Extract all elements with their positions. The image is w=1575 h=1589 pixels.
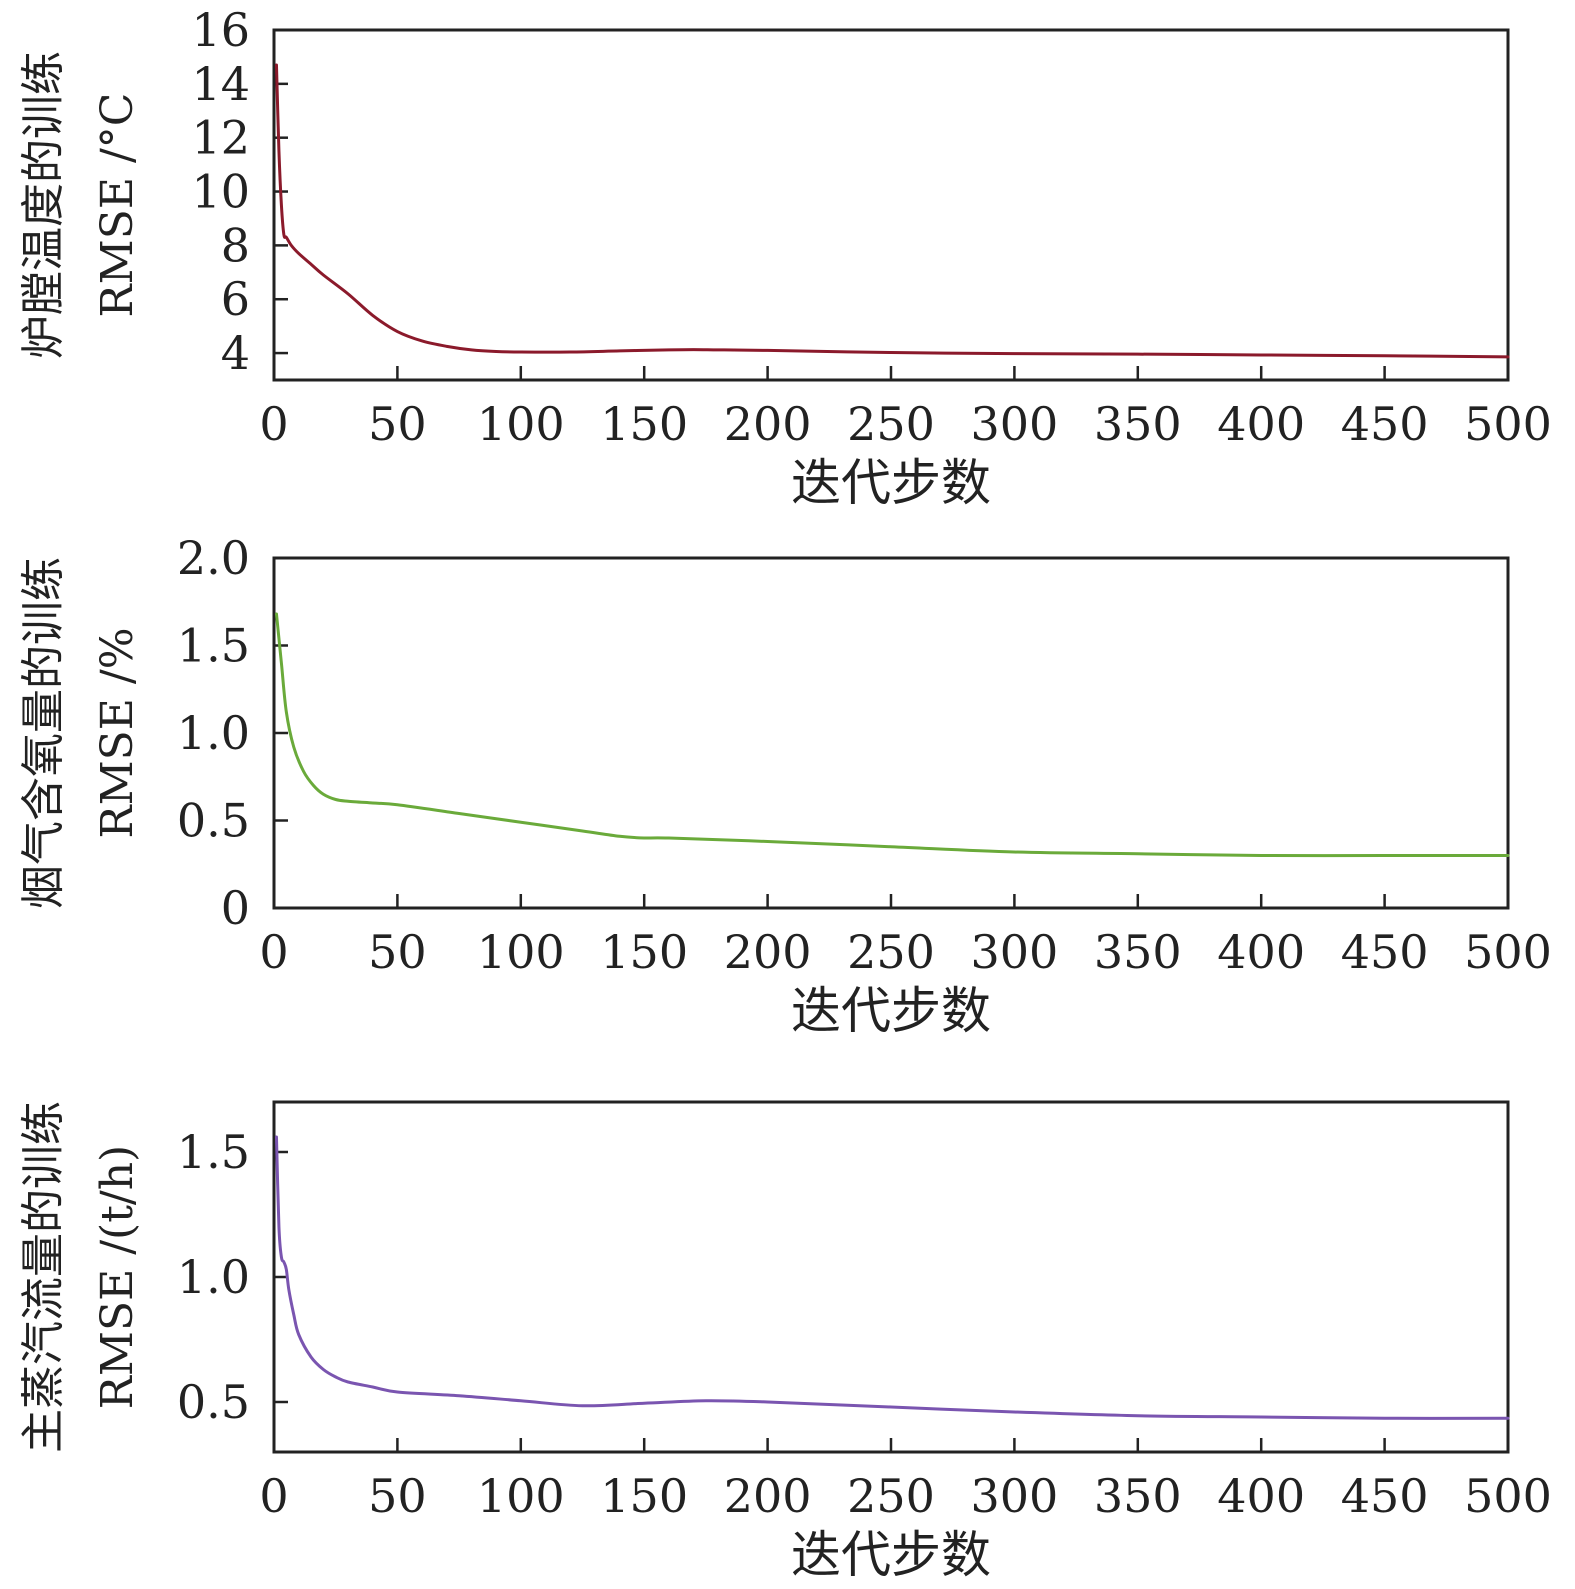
x-tick-label: 250 <box>847 1469 935 1523</box>
x-tick-label: 100 <box>477 925 565 979</box>
y-tick-label: 12 <box>191 111 250 165</box>
chart-3: 0 50 100 150 200 250 300 350 400 450 500 0.5 1.0 1.5 迭… <box>18 1100 1552 1584</box>
y-axis-label-line-2: RMSE /(t/h) <box>92 1145 143 1409</box>
x-tick-label: 450 <box>1341 397 1429 451</box>
y-tick-label: 1.0 <box>177 706 250 760</box>
x-tick-label: 200 <box>724 925 812 979</box>
x-tick-label: 300 <box>970 925 1058 979</box>
x-tick-label: 350 <box>1094 925 1182 979</box>
chart-1: 0 50 100 150 200 250 300 350 400 450 500 4681012141… <box>18 3 1552 512</box>
plot-frame <box>272 1100 1510 1454</box>
y-tick-label: 0.5 <box>177 1375 250 1429</box>
x-tick-label: 450 <box>1341 925 1429 979</box>
x-tick-label: 250 <box>847 925 935 979</box>
series-line <box>274 63 1510 359</box>
y-tick-label: 14 <box>191 57 250 111</box>
series-line <box>274 612 1510 858</box>
x-tick-label: 150 <box>600 925 688 979</box>
x-axis-label: 迭代步数 <box>791 454 991 512</box>
x-tick-label: 150 <box>600 1469 688 1523</box>
y-tick-label: 10 <box>191 165 250 219</box>
x-tick-label: 0 <box>259 925 288 979</box>
x-tick-label: 150 <box>600 397 688 451</box>
x-tick-label: 100 <box>477 1469 565 1523</box>
y-tick-label: 4 <box>221 326 250 380</box>
x-tick-label: 200 <box>724 1469 812 1523</box>
y-tick-label: 1.0 <box>177 1250 250 1304</box>
y-axis-label-line-2: RMSE /% <box>92 627 143 838</box>
x-tick-label: 400 <box>1217 925 1305 979</box>
y-tick-label: 0 <box>221 881 250 935</box>
y-tick-label: 1.5 <box>177 619 250 673</box>
y-tick-label: 0.5 <box>177 794 250 848</box>
plot-frame <box>272 28 1510 382</box>
x-tick-label: 300 <box>970 1469 1058 1523</box>
x-tick-label: 300 <box>970 397 1058 451</box>
x-axis-label: 迭代步数 <box>791 982 991 1040</box>
x-tick-label: 500 <box>1464 1469 1552 1523</box>
y-axis-label-line-1: 烟气含氧量的训练 <box>18 557 69 909</box>
y-tick-label: 2.0 <box>177 531 250 585</box>
x-tick-label: 400 <box>1217 397 1305 451</box>
x-tick-label: 250 <box>847 397 935 451</box>
x-tick-label: 350 <box>1094 1469 1182 1523</box>
x-tick-label: 50 <box>368 397 427 451</box>
x-tick-label: 200 <box>724 397 812 451</box>
x-tick-label: 500 <box>1464 925 1552 979</box>
y-axis-label-line-2: RMSE /°C <box>92 93 143 318</box>
x-tick-label: 0 <box>259 397 288 451</box>
y-tick-label: 8 <box>221 218 250 272</box>
x-axis-label: 迭代步数 <box>791 1526 991 1584</box>
x-tick-label: 350 <box>1094 397 1182 451</box>
y-tick-label: 16 <box>191 3 250 57</box>
x-tick-label: 500 <box>1464 397 1552 451</box>
x-tick-label: 400 <box>1217 1469 1305 1523</box>
y-axis-label-line-1: 炉膛温度的训练 <box>18 51 69 359</box>
series-line <box>274 1135 1510 1420</box>
x-tick-label: 100 <box>477 397 565 451</box>
x-tick-label: 0 <box>259 1469 288 1523</box>
x-tick-label: 50 <box>368 1469 427 1523</box>
x-tick-label: 50 <box>368 925 427 979</box>
y-axis-label-line-1: 主蒸汽流量的训练 <box>18 1101 69 1453</box>
y-tick-label: 1.5 <box>177 1125 250 1179</box>
y-tick-label: 6 <box>221 272 250 326</box>
chart-2: 0 50 100 150 200 250 300 350 400 450 500 0 0.5 1.0 1.5… <box>18 531 1552 1040</box>
x-tick-label: 450 <box>1341 1469 1429 1523</box>
